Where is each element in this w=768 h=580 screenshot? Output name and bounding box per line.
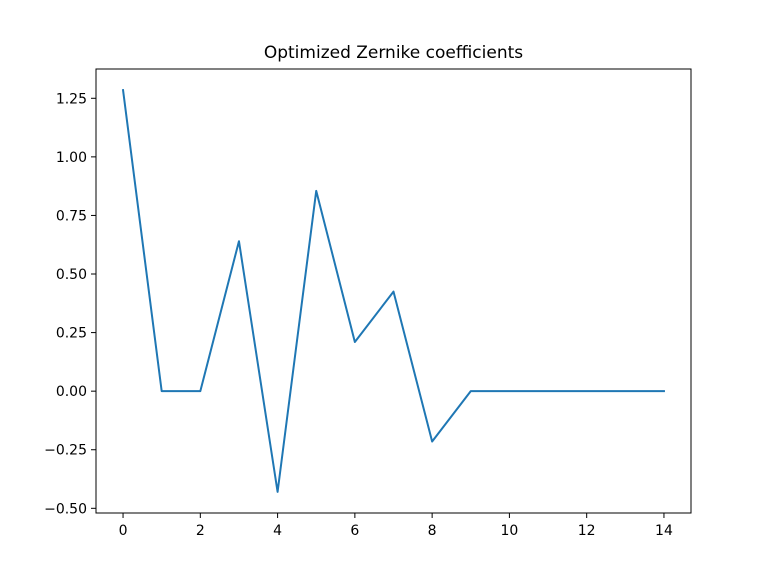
x-tick-label: 14 (655, 523, 673, 539)
x-tick-label: 0 (119, 523, 128, 539)
x-tick-label: 10 (500, 523, 518, 539)
x-tick-label: 2 (196, 523, 205, 539)
axis-ticks: 0 2 4 6 8 10 12 14 −0.50 −0.25 0.00 0.25 0.50 0.75 1.0… (44, 91, 673, 539)
series-line-0 (121, 88, 665, 493)
chart-title: Optimized Zernike coefficients (264, 43, 523, 63)
x-tick-label: 12 (578, 523, 596, 539)
y-tick-label: 0.50 (56, 267, 87, 283)
y-tick-label: 1.25 (56, 91, 87, 107)
y-tick-label: 0.25 (56, 326, 87, 342)
x-tick-label: 6 (350, 523, 359, 539)
y-tick-label: 0.75 (56, 208, 87, 224)
y-tick-label: −0.25 (44, 443, 87, 459)
x-tick-label: 8 (428, 523, 437, 539)
series-layer (121, 88, 665, 493)
y-tick-label: −0.50 (44, 501, 87, 517)
x-tick-label: 4 (273, 523, 282, 539)
y-tick-label: 0.00 (56, 384, 87, 400)
y-tick-label: 1.00 (56, 150, 87, 166)
plot-area-frame (95, 68, 692, 514)
